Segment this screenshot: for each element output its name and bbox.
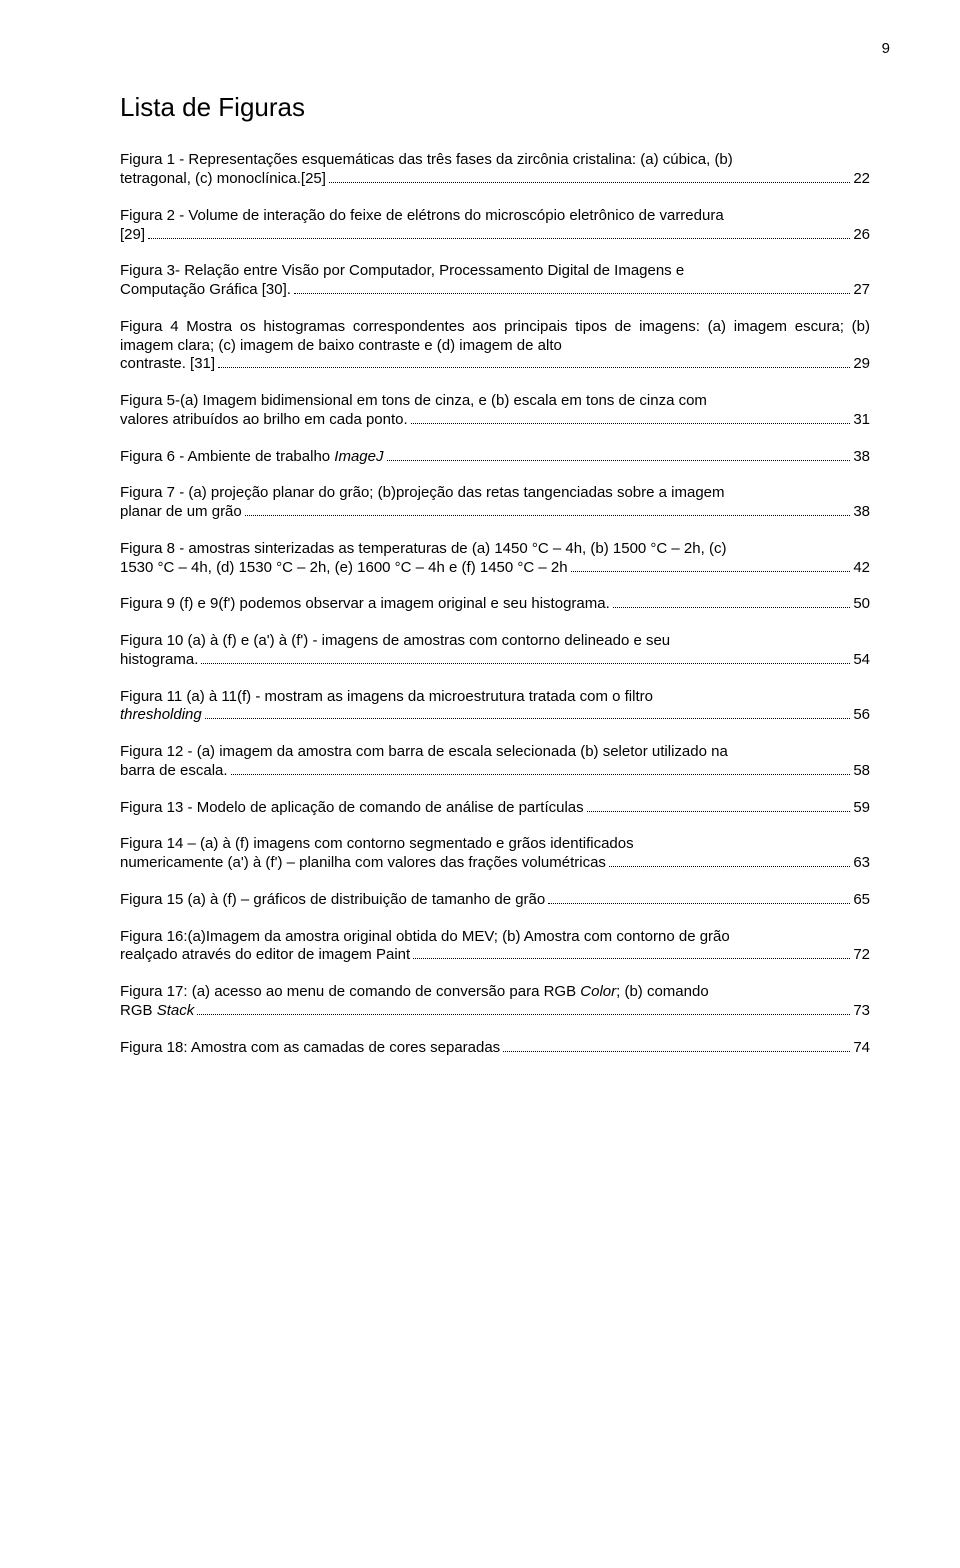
entry-last-line: numericamente (a') à (f') – planilha com…: [120, 854, 606, 873]
figure-entry: Figura 7 - (a) projeção planar do grão; …: [120, 484, 870, 522]
entry-page: 59: [853, 799, 870, 818]
entry-page: 73: [853, 1002, 870, 1021]
entry-page: 65: [853, 891, 870, 910]
entry-page: 31: [853, 411, 870, 430]
entry-page: 56: [853, 706, 870, 725]
entry-last-line: histograma.: [120, 651, 198, 670]
figure-entry: Figura 10 (a) à (f) e (a') à (f') - imag…: [120, 632, 870, 670]
entry-text: Figura 12 - (a) imagem da amostra com ba…: [120, 743, 870, 762]
dot-leader: [571, 571, 851, 572]
dot-leader: [205, 718, 851, 719]
entry-text: Figura 14 – (a) à (f) imagens com contor…: [120, 835, 870, 854]
figure-entry: Figura 15 (a) à (f) – gráficos de distri…: [120, 891, 870, 910]
dot-leader: [148, 238, 850, 239]
figure-entry: Figura 9 (f) e 9(f') podemos observar a …: [120, 595, 870, 614]
figure-entry: Figura 11 (a) à 11(f) - mostram as image…: [120, 688, 870, 726]
entry-text: Figura 7 - (a) projeção planar do grão; …: [120, 484, 870, 503]
entry-page: 22: [853, 170, 870, 189]
entry-last-line: Figura 9 (f) e 9(f') podemos observar a …: [120, 595, 610, 614]
dot-leader: [548, 903, 850, 904]
dot-leader: [197, 1014, 850, 1015]
entry-page: 63: [853, 854, 870, 873]
dot-leader: [609, 866, 850, 867]
dot-leader: [201, 663, 850, 664]
figure-entry: Figura 17: (a) acesso ao menu de comando…: [120, 983, 870, 1021]
dot-leader: [587, 811, 851, 812]
entry-text: Figura 10 (a) à (f) e (a') à (f') - imag…: [120, 632, 870, 651]
dot-leader: [294, 293, 850, 294]
entry-last-line: contraste. [31]: [120, 355, 215, 374]
figure-entry: Figura 14 – (a) à (f) imagens com contor…: [120, 835, 870, 873]
entry-page: 72: [853, 946, 870, 965]
figure-entry: Figura 13 - Modelo de aplicação de coman…: [120, 799, 870, 818]
entry-last-line: tetragonal, (c) monoclínica.[25]: [120, 170, 326, 189]
figure-entry: Figura 5-(a) Imagem bidimensional em ton…: [120, 392, 870, 430]
entry-last-line: [29]: [120, 226, 145, 245]
entry-last-line: Figura 6 - Ambiente de trabalho ImageJ: [120, 448, 384, 467]
dot-leader: [245, 515, 851, 516]
dot-leader: [387, 460, 851, 461]
entry-page: 27: [853, 281, 870, 300]
entry-last-line: Computação Gráfica [30].: [120, 281, 291, 300]
entry-page: 58: [853, 762, 870, 781]
entry-text: Figura 5-(a) Imagem bidimensional em ton…: [120, 392, 870, 411]
entry-text: Figura 16:(a)Imagem da amostra original …: [120, 928, 870, 947]
entry-text: Figura 11 (a) à 11(f) - mostram as image…: [120, 688, 870, 707]
entry-last-line: realçado através do editor de imagem Pai…: [120, 946, 410, 965]
figure-entry: Figura 4 Mostra os histogramas correspon…: [120, 318, 870, 374]
entry-page: 42: [853, 559, 870, 578]
figure-entry: Figura 16:(a)Imagem da amostra original …: [120, 928, 870, 966]
dot-leader: [413, 958, 850, 959]
entry-page: 38: [853, 503, 870, 522]
dot-leader: [503, 1051, 850, 1052]
entry-page: 38: [853, 448, 870, 467]
figure-entry: Figura 18: Amostra com as camadas de cor…: [120, 1039, 870, 1058]
entry-last-line: thresholding: [120, 706, 202, 725]
entry-last-line: barra de escala.: [120, 762, 228, 781]
entry-last-line: valores atribuídos ao brilho em cada pon…: [120, 411, 408, 430]
dot-leader: [613, 607, 851, 608]
dot-leader: [231, 774, 851, 775]
entry-page: 29: [853, 355, 870, 374]
entry-last-line: Figura 18: Amostra com as camadas de cor…: [120, 1039, 500, 1058]
figure-entry: Figura 8 - amostras sinterizadas as temp…: [120, 540, 870, 578]
figure-entry: Figura 6 - Ambiente de trabalho ImageJ 3…: [120, 448, 870, 467]
entry-text: Figura 1 - Representações esquemáticas d…: [120, 151, 870, 170]
figures-list: Figura 1 - Representações esquemáticas d…: [120, 151, 870, 1057]
entry-last-line: planar de um grão: [120, 503, 242, 522]
figure-entry: Figura 12 - (a) imagem da amostra com ba…: [120, 743, 870, 781]
entry-page: 74: [853, 1039, 870, 1058]
dot-leader: [411, 423, 851, 424]
entry-text: Figura 8 - amostras sinterizadas as temp…: [120, 540, 870, 559]
entry-page: 26: [853, 226, 870, 245]
dot-leader: [329, 182, 850, 183]
page-title: Lista de Figuras: [120, 91, 870, 124]
entry-text: Figura 3- Relação entre Visão por Comput…: [120, 262, 870, 281]
figure-entry: Figura 3- Relação entre Visão por Comput…: [120, 262, 870, 300]
page-number: 9: [120, 40, 890, 59]
figure-entry: Figura 2 - Volume de interação do feixe …: [120, 207, 870, 245]
entry-text: Figura 2 - Volume de interação do feixe …: [120, 207, 870, 226]
entry-text: Figura 17: (a) acesso ao menu de comando…: [120, 983, 870, 1002]
entry-last-line: 1530 °C – 4h, (d) 1530 °C – 2h, (e) 1600…: [120, 559, 568, 578]
entry-page: 50: [853, 595, 870, 614]
dot-leader: [218, 367, 850, 368]
entry-last-line: Figura 13 - Modelo de aplicação de coman…: [120, 799, 584, 818]
entry-last-line: RGB Stack: [120, 1002, 194, 1021]
entry-last-line: Figura 15 (a) à (f) – gráficos de distri…: [120, 891, 545, 910]
entry-text: Figura 4 Mostra os histogramas correspon…: [120, 318, 870, 356]
entry-page: 54: [853, 651, 870, 670]
figure-entry: Figura 1 - Representações esquemáticas d…: [120, 151, 870, 189]
